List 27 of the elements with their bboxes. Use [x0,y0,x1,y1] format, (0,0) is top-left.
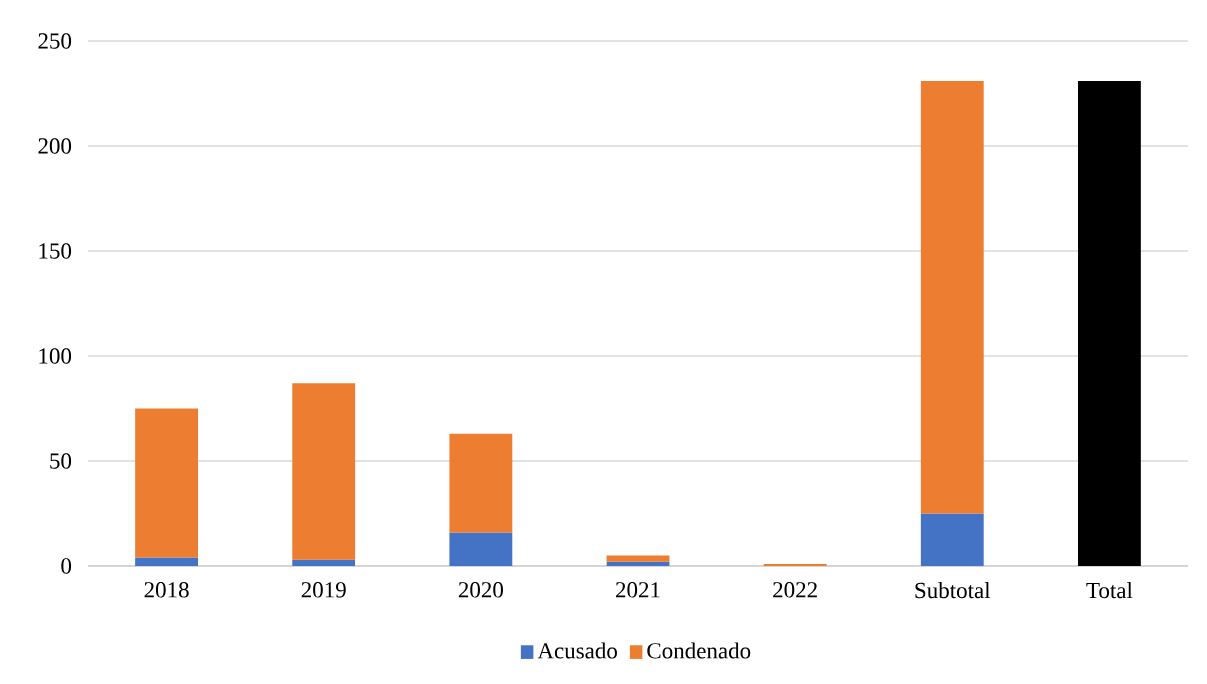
x-tick-label: 2022 [773,582,817,598]
y-tick-label: 0 [61,558,72,574]
x-tick-label: 2019 [301,582,346,598]
bar [292,383,356,560]
y-tick-label: 150 [39,243,72,259]
x-tick-label: 2018 [144,582,189,598]
bar [449,532,513,566]
bar [449,433,513,533]
bar [135,557,198,566]
bar [135,408,198,558]
bar [920,513,984,566]
bar [292,559,356,566]
x-tick-label: Total [1086,582,1133,599]
x-tick-label: 2021 [616,582,660,598]
y-tick-label: 50 [50,453,72,469]
bar [763,563,827,566]
x-tick-label: 2020 [458,582,503,598]
legend-label: Condenado [647,642,751,659]
y-tick-label: 250 [38,33,72,49]
y-tick-label: 100 [39,348,72,364]
bar [606,561,670,566]
x-tick-label: Subtotal [915,582,991,599]
bar [920,80,984,514]
y-tick-label: 200 [38,138,72,154]
bar [606,555,670,562]
legend-label: Acusado [537,642,617,659]
bar [1077,80,1141,566]
